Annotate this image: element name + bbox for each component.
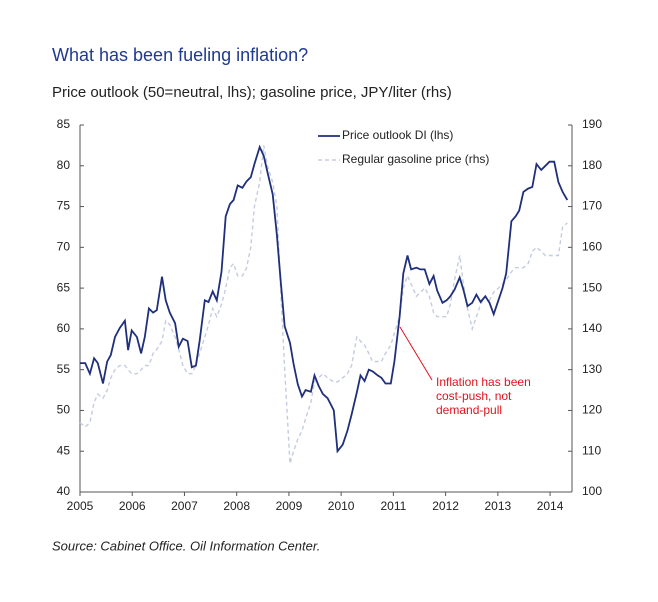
y2-tick-label: 190 [582, 117, 602, 131]
annotation-text: cost-push, not [436, 389, 512, 403]
y-tick-label: 80 [57, 158, 71, 172]
x-tick-label: 2005 [67, 499, 94, 513]
y-tick-label: 55 [57, 362, 71, 376]
x-tick-label: 2007 [171, 499, 198, 513]
y2-tick-label: 130 [582, 362, 602, 376]
x-tick-label: 2009 [276, 499, 303, 513]
y-tick-label: 85 [57, 117, 71, 131]
x-tick-label: 2012 [432, 499, 459, 513]
y2-tick-label: 100 [582, 484, 602, 498]
y-tick-label: 45 [57, 443, 71, 457]
y-tick-label: 50 [57, 403, 71, 417]
x-tick-label: 2013 [484, 499, 511, 513]
y2-tick-label: 140 [582, 321, 602, 335]
x-tick-label: 2014 [537, 499, 564, 513]
chart-title: What has been fueling inflation? [52, 45, 308, 65]
y2-tick-label: 120 [582, 403, 602, 417]
y-tick-label: 60 [57, 321, 71, 335]
y2-tick-label: 110 [582, 443, 601, 457]
x-tick-label: 2010 [328, 499, 355, 513]
chart-subtitle: Price outlook (50=neutral, lhs); gasolin… [52, 84, 452, 101]
x-tick-label: 2011 [380, 499, 406, 513]
annotation-arrow [399, 326, 433, 381]
legend-label: Regular gasoline price (rhs) [342, 152, 489, 166]
y2-tick-label: 170 [582, 199, 602, 213]
x-tick-label: 2008 [223, 499, 250, 513]
y-tick-label: 70 [57, 240, 71, 254]
annotation-text: Inflation has been [436, 375, 531, 389]
y-tick-label: 65 [57, 280, 71, 294]
annotation-text: demand-pull [436, 403, 502, 417]
y-tick-label: 75 [57, 199, 71, 213]
series-line [80, 144, 569, 454]
y2-tick-label: 160 [582, 240, 602, 254]
y-tick-label: 40 [57, 484, 71, 498]
legend-label: Price outlook DI (lhs) [342, 128, 453, 142]
y2-tick-label: 180 [582, 158, 602, 172]
x-tick-label: 2006 [119, 499, 146, 513]
y2-tick-label: 150 [582, 280, 602, 294]
source: Source: Cabinet Office. Oil Information … [52, 538, 320, 553]
